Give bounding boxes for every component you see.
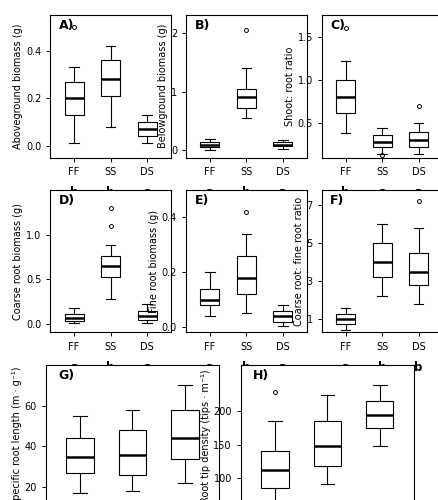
Text: F): F): [330, 194, 345, 207]
PathPatch shape: [336, 80, 355, 112]
PathPatch shape: [373, 243, 392, 278]
PathPatch shape: [65, 82, 84, 115]
Text: C): C): [330, 20, 345, 32]
Y-axis label: Aboveground biomass (g): Aboveground biomass (g): [13, 24, 23, 149]
Text: H): H): [253, 370, 269, 382]
Text: a: a: [206, 361, 214, 374]
PathPatch shape: [200, 288, 219, 305]
Y-axis label: Fine root biomass (g): Fine root biomass (g): [149, 210, 159, 313]
Text: a: a: [279, 361, 287, 374]
PathPatch shape: [373, 135, 392, 147]
Y-axis label: Shoot: root ratio: Shoot: root ratio: [285, 46, 295, 126]
Text: A): A): [59, 20, 74, 32]
Text: b: b: [414, 361, 423, 374]
Text: a: a: [206, 186, 214, 199]
Text: E): E): [194, 194, 209, 207]
PathPatch shape: [237, 256, 256, 294]
PathPatch shape: [237, 88, 256, 108]
Text: b: b: [106, 186, 115, 199]
Y-axis label: Specific root length (m · g⁻¹): Specific root length (m · g⁻¹): [12, 366, 22, 500]
PathPatch shape: [200, 142, 219, 147]
PathPatch shape: [65, 314, 84, 321]
Text: b: b: [70, 186, 78, 199]
Text: b: b: [342, 186, 350, 199]
PathPatch shape: [101, 256, 120, 278]
Y-axis label: Root tip density (tips · m⁻¹): Root tip density (tips · m⁻¹): [201, 370, 211, 500]
Text: b: b: [378, 361, 386, 374]
Text: G): G): [58, 370, 74, 382]
Y-axis label: Coarse root: fine root ratio: Coarse root: fine root ratio: [294, 196, 304, 326]
PathPatch shape: [101, 60, 120, 96]
PathPatch shape: [366, 402, 393, 428]
PathPatch shape: [409, 252, 428, 285]
PathPatch shape: [138, 122, 157, 136]
PathPatch shape: [171, 410, 198, 459]
PathPatch shape: [138, 311, 157, 320]
PathPatch shape: [314, 422, 341, 466]
Text: a: a: [342, 361, 350, 374]
Text: a: a: [143, 186, 151, 199]
Text: D): D): [59, 194, 75, 207]
Text: a: a: [415, 186, 423, 199]
Text: a: a: [378, 186, 386, 199]
Text: b: b: [242, 186, 251, 199]
Text: b: b: [106, 361, 115, 374]
Text: a: a: [143, 361, 151, 374]
Text: a: a: [70, 361, 78, 374]
PathPatch shape: [119, 430, 146, 475]
Text: a: a: [279, 186, 287, 199]
PathPatch shape: [273, 310, 293, 322]
PathPatch shape: [273, 142, 293, 146]
Text: b: b: [242, 361, 251, 374]
PathPatch shape: [261, 451, 289, 488]
PathPatch shape: [67, 438, 94, 473]
Text: B): B): [194, 20, 210, 32]
PathPatch shape: [409, 132, 428, 147]
PathPatch shape: [336, 314, 355, 324]
Y-axis label: Belowground biomass (g): Belowground biomass (g): [158, 24, 168, 148]
Y-axis label: Coarse root biomass (g): Coarse root biomass (g): [13, 203, 23, 320]
